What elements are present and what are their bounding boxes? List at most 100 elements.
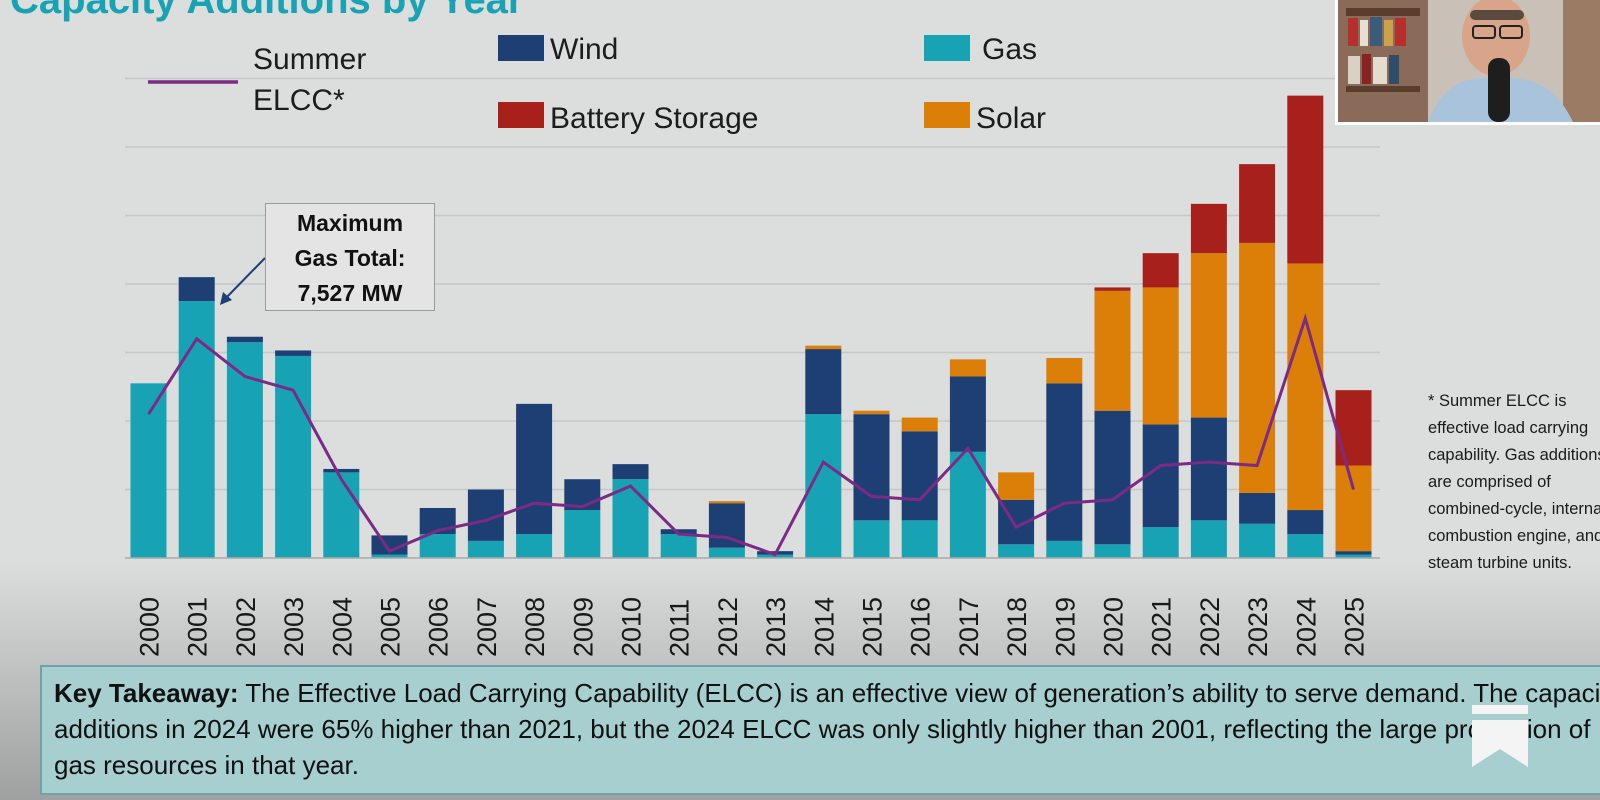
takeaway-label: Key Takeaway: bbox=[54, 678, 239, 708]
bar-segment-gas bbox=[323, 472, 360, 558]
annotation-line-2: Gas Total: bbox=[294, 245, 406, 271]
bar-segment-gas bbox=[998, 544, 1035, 558]
footnote-line: combined-cycle, internal bbox=[1428, 500, 1600, 518]
bar-segment-solar bbox=[998, 472, 1035, 500]
bar-segment-solar bbox=[949, 359, 986, 377]
x-tick-label: 2019 bbox=[1050, 597, 1080, 657]
bar-segment-gas bbox=[226, 342, 263, 558]
footnote-line: effective load carrying bbox=[1428, 419, 1589, 437]
bar-segment-wind bbox=[805, 349, 842, 415]
max-gas-annotation: Maximum Gas Total: 7,527 MW bbox=[265, 203, 435, 311]
legend-swatch-gas bbox=[924, 35, 970, 61]
x-tick-label: 2006 bbox=[424, 597, 454, 657]
legend-label-elcc-2: ELCC* bbox=[253, 84, 345, 117]
bar-segment-battery-storage bbox=[1094, 287, 1131, 291]
bar-segment-solar bbox=[1094, 290, 1131, 411]
bar-segment-gas bbox=[371, 554, 408, 558]
legend-swatch-solar bbox=[924, 102, 970, 128]
x-tick-label: 2000 bbox=[135, 597, 165, 657]
slide-title: Capacity Additions by Year bbox=[10, 0, 524, 22]
bar-segment-gas bbox=[1287, 534, 1324, 558]
x-tick-label: 2018 bbox=[1002, 597, 1032, 657]
x-tick-label: 2013 bbox=[761, 597, 791, 657]
x-tick-label: 2012 bbox=[713, 597, 743, 657]
annotation-line-1: Maximum bbox=[296, 210, 404, 236]
bar-segment-gas bbox=[1190, 520, 1227, 558]
bar-segment-wind bbox=[1287, 510, 1324, 535]
footnote-line: capability. Gas additions bbox=[1428, 446, 1600, 464]
bar-stacks bbox=[130, 95, 1372, 558]
x-tick-label: 2004 bbox=[327, 597, 357, 657]
bar-segment-solar bbox=[1190, 253, 1227, 418]
bar-segment-wind bbox=[660, 529, 697, 535]
x-tick-label: 2017 bbox=[954, 597, 984, 657]
bar-segment-gas bbox=[564, 510, 601, 558]
x-tick-label: 2025 bbox=[1340, 597, 1370, 657]
bar-segment-battery-storage bbox=[1190, 203, 1227, 254]
bar-segment-gas bbox=[178, 301, 215, 558]
bar-segment-gas bbox=[130, 383, 167, 558]
footnote-line: * Summer ELCC is bbox=[1428, 392, 1567, 410]
elcc-line bbox=[147, 313, 1355, 557]
bar-segment-battery-storage bbox=[1239, 164, 1276, 243]
bar-segment-wind bbox=[1094, 410, 1131, 545]
bar-segment-wind bbox=[1046, 383, 1083, 541]
bar-segment-wind bbox=[178, 277, 215, 302]
bookmark-icon[interactable] bbox=[1472, 705, 1528, 767]
bar-segment-gas bbox=[1335, 554, 1372, 558]
x-tick-labels: 2000 2001 2002 2003 2004 2005 2006 2007 2008 2009… bbox=[135, 597, 1370, 657]
x-tick-label: 2021 bbox=[1147, 597, 1177, 657]
bar-segment-wind bbox=[275, 350, 312, 356]
bar-segment-gas bbox=[1239, 523, 1276, 558]
elcc-footnote: * Summer ELCC is effective load carrying… bbox=[1428, 388, 1600, 577]
bar-segment-gas bbox=[419, 534, 456, 558]
bar-segment-solar bbox=[853, 410, 890, 415]
bar-segment-solar bbox=[1335, 465, 1372, 552]
legend-label-solar: Solar bbox=[976, 102, 1046, 135]
bar-segment-gas bbox=[1094, 544, 1131, 558]
x-tick-label: 2008 bbox=[520, 597, 550, 657]
x-tick-label: 2011 bbox=[665, 599, 695, 657]
legend-label-battery: Battery Storage bbox=[550, 102, 758, 135]
key-takeaway-box: Key Takeaway: The Effective Load Carryin… bbox=[40, 665, 1600, 795]
legend-swatch-battery bbox=[498, 102, 544, 128]
bar-segment-gas bbox=[1142, 527, 1179, 558]
legend: Summer ELCC* Wind Battery Storage Gas So… bbox=[148, 33, 1046, 135]
x-tick-label: 2023 bbox=[1243, 597, 1273, 657]
bar-segment-solar bbox=[1239, 242, 1276, 493]
bar-segment-gas bbox=[1046, 540, 1083, 558]
bar-segment-battery-storage bbox=[1287, 95, 1324, 264]
footnote-line: steam turbine units. bbox=[1428, 554, 1572, 572]
x-tick-label: 2015 bbox=[858, 597, 888, 657]
annotation-line-3: 7,527 MW bbox=[297, 280, 403, 306]
bar-segment-wind bbox=[1335, 551, 1372, 555]
x-tick-label: 2016 bbox=[906, 597, 936, 657]
bar-segment-wind bbox=[323, 468, 360, 473]
x-tick-label: 2022 bbox=[1195, 597, 1225, 657]
legend-swatch-wind bbox=[498, 35, 544, 61]
annotation-arrow bbox=[223, 257, 266, 301]
bar-segment-solar bbox=[1046, 357, 1083, 384]
bar-segment-solar bbox=[901, 417, 938, 432]
x-tick-label: 2014 bbox=[809, 597, 839, 657]
x-tick-label: 2002 bbox=[231, 597, 261, 657]
presenter-video[interactable] bbox=[1335, 0, 1600, 125]
bar-segment-wind bbox=[1239, 492, 1276, 524]
footnote-line: combustion engine, and bbox=[1428, 527, 1600, 545]
bar-segment-battery-storage bbox=[1142, 253, 1179, 288]
bar-segment-wind bbox=[516, 403, 553, 535]
bar-segment-solar bbox=[1142, 287, 1179, 425]
bar-segment-solar bbox=[708, 501, 745, 504]
bar-segment-wind bbox=[901, 431, 938, 521]
presenter-illustration bbox=[1338, 0, 1600, 122]
bar-segment-gas bbox=[467, 540, 504, 558]
x-tick-label: 2005 bbox=[376, 597, 406, 657]
takeaway-text: The Effective Load Carrying Capability (… bbox=[54, 678, 1600, 780]
x-tick-label: 2003 bbox=[279, 597, 309, 657]
bar-segment-gas bbox=[757, 554, 794, 558]
bar-segment-gas bbox=[853, 520, 890, 558]
bar-segment-gas bbox=[516, 534, 553, 558]
bar-segment-solar bbox=[1287, 263, 1324, 511]
annotation-arrowhead bbox=[220, 292, 232, 305]
footnote-line: are comprised of bbox=[1428, 473, 1551, 491]
